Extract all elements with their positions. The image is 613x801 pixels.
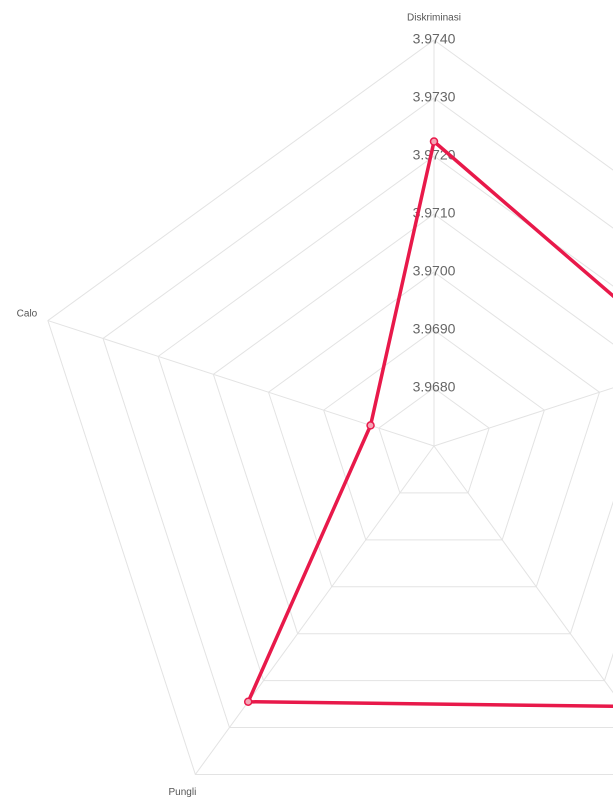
data-point-1[interactable]	[429, 137, 439, 146]
axis-spoke-5	[47, 320, 435, 447]
axis-label-diskriminasi: Diskriminasi	[407, 13, 461, 24]
tick-label: 3.9710	[413, 205, 456, 221]
axis-labels: Diskriminasi Pungli Calo	[17, 13, 461, 798]
grid-ring-7	[47, 39, 613, 775]
axis-spoke-2	[433, 387, 613, 447]
radar-grid	[47, 39, 613, 775]
grid-ring-1	[378, 387, 490, 494]
axis-label-pungli: Pungli	[169, 787, 197, 798]
grid-ring-3	[267, 271, 601, 588]
grid-ring-4	[212, 213, 613, 635]
tick-label: 3.9730	[413, 89, 456, 105]
tick-label: 3.9690	[413, 321, 456, 337]
tick-label: 3.9680	[413, 379, 456, 395]
axis-spoke-3	[433, 445, 613, 694]
axis-spoke-4	[194, 445, 435, 775]
tick-label: 3.9700	[413, 263, 456, 279]
data-point-4[interactable]	[243, 697, 253, 706]
series-line-1	[245, 138, 613, 709]
grid-ring-5	[157, 155, 613, 682]
grid-ring-6	[102, 97, 613, 729]
data-series	[243, 137, 613, 709]
axis-label-calo: Calo	[17, 308, 38, 319]
data-point-5[interactable]	[366, 421, 375, 430]
grid-ring-2	[323, 329, 545, 541]
tick-label: 3.9740	[413, 31, 456, 47]
